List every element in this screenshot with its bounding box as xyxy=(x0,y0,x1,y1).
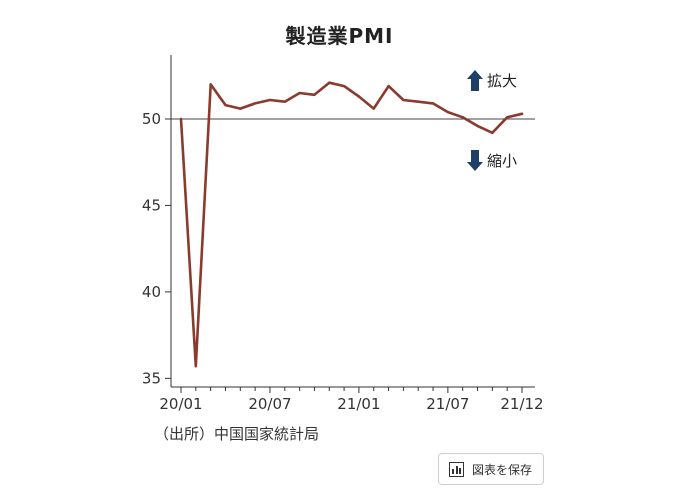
data-point xyxy=(194,365,198,368)
x-tick-label: 20/01 xyxy=(159,395,202,413)
data-point xyxy=(476,124,479,128)
up-arrow-icon xyxy=(467,70,483,91)
data-point xyxy=(357,95,361,98)
data-point xyxy=(342,84,346,88)
data-point xyxy=(372,107,375,110)
x-tick-label: 21/07 xyxy=(426,395,469,413)
save-chart-button[interactable]: 図表を保存 xyxy=(438,453,544,485)
data-point xyxy=(239,107,242,110)
data-point xyxy=(298,91,301,95)
y-tick-label: 50 xyxy=(142,110,161,128)
data-point xyxy=(505,116,509,119)
bar-chart-icon xyxy=(449,461,464,477)
x-tick-label: 21/12 xyxy=(500,395,543,413)
y-tick-label: 40 xyxy=(142,283,161,301)
data-point xyxy=(402,98,405,102)
data-point xyxy=(417,100,420,103)
contraction-label: 縮小 xyxy=(487,152,517,170)
data-point xyxy=(387,84,390,88)
tick-labels: 35 40 45 50 20/01 20/07 21/01 21/07 21/12 xyxy=(142,110,544,413)
data-point xyxy=(491,131,494,135)
data-point xyxy=(446,110,450,114)
data-point xyxy=(283,100,286,103)
y-tick-label: 35 xyxy=(142,369,161,387)
data-point xyxy=(328,81,331,84)
data-point xyxy=(209,83,212,86)
axes xyxy=(170,55,535,388)
legend-annotations: 拡大 縮小 xyxy=(467,70,517,171)
source-note: （出所）中国国家統計局 xyxy=(154,425,320,443)
expansion-label: 拡大 xyxy=(487,72,517,90)
x-tick-label: 21/01 xyxy=(337,395,380,413)
data-point xyxy=(431,102,435,105)
data-point xyxy=(313,93,316,96)
data-point xyxy=(268,98,272,102)
data-point xyxy=(520,112,524,115)
save-button-label: 図表を保存 xyxy=(472,462,533,477)
data-point xyxy=(224,103,227,107)
series-line xyxy=(179,81,524,368)
down-arrow-icon xyxy=(467,150,483,171)
series-layer xyxy=(179,81,524,368)
y-tick-label: 45 xyxy=(142,196,161,214)
data-point xyxy=(253,102,257,105)
data-point xyxy=(179,117,183,121)
x-tick-label: 20/07 xyxy=(248,395,291,413)
chart-title: 製造業PMI xyxy=(285,24,394,48)
data-point xyxy=(461,116,464,119)
